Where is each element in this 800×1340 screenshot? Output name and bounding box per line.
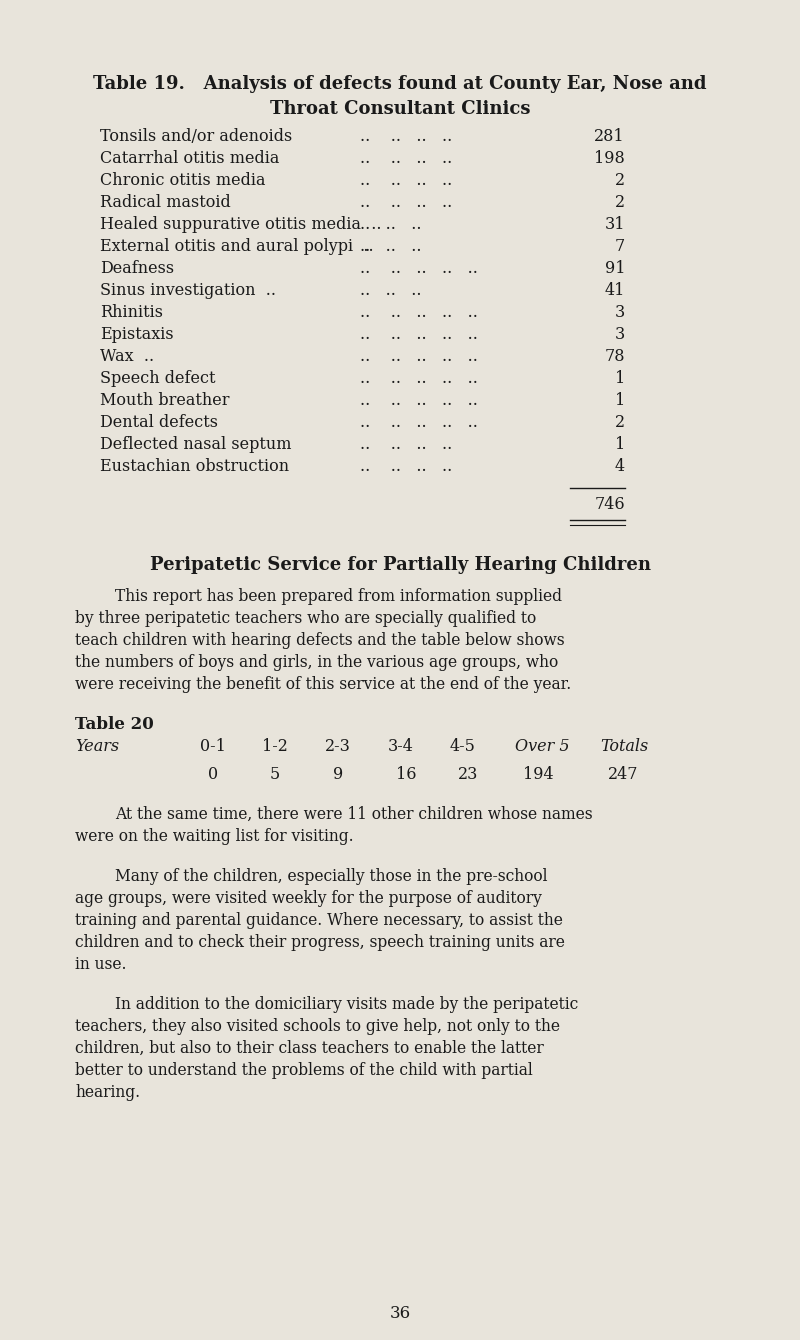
Text: ..    ..   ..   ..   ..: .. .. .. .. .. <box>360 326 478 343</box>
Text: Rhinitis: Rhinitis <box>100 304 163 322</box>
Text: Peripatetic Service for Partially Hearing Children: Peripatetic Service for Partially Hearin… <box>150 556 650 574</box>
Text: Many of the children, especially those in the pre-school: Many of the children, especially those i… <box>115 868 547 884</box>
Text: Radical mastoid: Radical mastoid <box>100 194 230 210</box>
Text: Dental defects: Dental defects <box>100 414 218 431</box>
Text: 36: 36 <box>390 1305 410 1323</box>
Text: ..    ..   ..   ..: .. .. .. .. <box>360 129 452 145</box>
Text: 5: 5 <box>270 766 280 783</box>
Text: Epistaxis: Epistaxis <box>100 326 174 343</box>
Text: age groups, were visited weekly for the purpose of auditory: age groups, were visited weekly for the … <box>75 890 542 907</box>
Text: Speech defect: Speech defect <box>100 370 215 387</box>
Text: by three peripatetic teachers who are specially qualified to: by three peripatetic teachers who are sp… <box>75 610 536 627</box>
Text: Years: Years <box>75 738 119 754</box>
Text: were receiving the benefit of this service at the end of the year.: were receiving the benefit of this servi… <box>75 675 571 693</box>
Text: Chronic otitis media: Chronic otitis media <box>100 172 266 189</box>
Text: 2: 2 <box>615 194 625 210</box>
Text: ..    ..   ..   ..: .. .. .. .. <box>360 150 452 168</box>
Text: children and to check their progress, speech training units are: children and to check their progress, sp… <box>75 934 565 951</box>
Text: 1: 1 <box>614 436 625 453</box>
Text: ..    ..   ..   ..   ..: .. .. .. .. .. <box>360 414 478 431</box>
Text: teachers, they also visited schools to give help, not only to the: teachers, they also visited schools to g… <box>75 1018 560 1034</box>
Text: 3-4: 3-4 <box>388 738 414 754</box>
Text: 198: 198 <box>594 150 625 168</box>
Text: 2: 2 <box>615 172 625 189</box>
Text: 3: 3 <box>614 304 625 322</box>
Text: Table 20: Table 20 <box>75 716 154 733</box>
Text: In addition to the domiciliary visits made by the peripatetic: In addition to the domiciliary visits ma… <box>115 996 578 1013</box>
Text: ..    ..   ..   ..: .. .. .. .. <box>360 194 452 210</box>
Text: 16: 16 <box>396 766 417 783</box>
Text: the numbers of boys and girls, in the various age groups, who: the numbers of boys and girls, in the va… <box>75 654 558 671</box>
Text: 1-2: 1-2 <box>262 738 288 754</box>
Text: 91: 91 <box>605 260 625 277</box>
Text: Eustachian obstruction: Eustachian obstruction <box>100 458 289 474</box>
Text: Tonsils and/or adenoids: Tonsils and/or adenoids <box>100 129 292 145</box>
Text: 4: 4 <box>615 458 625 474</box>
Text: 2-3: 2-3 <box>325 738 351 754</box>
Text: 78: 78 <box>605 348 625 364</box>
Text: 746: 746 <box>594 496 625 513</box>
Text: ..    ..   ..   ..   ..: .. .. .. .. .. <box>360 348 478 364</box>
Text: Deflected nasal septum: Deflected nasal septum <box>100 436 291 453</box>
Text: 194: 194 <box>523 766 554 783</box>
Text: 0: 0 <box>208 766 218 783</box>
Text: 281: 281 <box>594 129 625 145</box>
Text: Over 5: Over 5 <box>515 738 570 754</box>
Text: ..   ..   ..: .. .. .. <box>360 216 422 233</box>
Text: ..    ..   ..   ..   ..: .. .. .. .. .. <box>360 260 478 277</box>
Text: Healed suppurative otitis media  ..: Healed suppurative otitis media .. <box>100 216 382 233</box>
Text: 1: 1 <box>614 393 625 409</box>
Text: 41: 41 <box>605 281 625 299</box>
Text: were on the waiting list for visiting.: were on the waiting list for visiting. <box>75 828 354 846</box>
Text: This report has been prepared from information supplied: This report has been prepared from infor… <box>115 588 562 604</box>
Text: 4-5: 4-5 <box>450 738 476 754</box>
Text: Catarrhal otitis media: Catarrhal otitis media <box>100 150 279 168</box>
Text: children, but also to their class teachers to enable the latter: children, but also to their class teache… <box>75 1040 544 1057</box>
Text: Mouth breather: Mouth breather <box>100 393 230 409</box>
Text: Sinus investigation  ..: Sinus investigation .. <box>100 281 276 299</box>
Text: Totals: Totals <box>600 738 648 754</box>
Text: 247: 247 <box>608 766 638 783</box>
Text: Wax  ..: Wax .. <box>100 348 154 364</box>
Text: ..   ..   ..: .. .. .. <box>360 281 422 299</box>
Text: Deafness: Deafness <box>100 260 174 277</box>
Text: 31: 31 <box>605 216 625 233</box>
Text: ..    ..   ..   ..   ..: .. .. .. .. .. <box>360 304 478 322</box>
Text: teach children with hearing defects and the table below shows: teach children with hearing defects and … <box>75 632 565 649</box>
Text: ..    ..   ..   ..   ..: .. .. .. .. .. <box>360 393 478 409</box>
Text: hearing.: hearing. <box>75 1084 140 1101</box>
Text: ..    ..   ..   ..: .. .. .. .. <box>360 458 452 474</box>
Text: ..    ..   ..   ..   ..: .. .. .. .. .. <box>360 370 478 387</box>
Text: 9: 9 <box>333 766 343 783</box>
Text: 7: 7 <box>614 239 625 255</box>
Text: 23: 23 <box>458 766 478 783</box>
Text: 3: 3 <box>614 326 625 343</box>
Text: ..    ..   ..   ..: .. .. .. .. <box>360 172 452 189</box>
Text: training and parental guidance. Where necessary, to assist the: training and parental guidance. Where ne… <box>75 913 563 929</box>
Text: 2: 2 <box>615 414 625 431</box>
Text: ..    ..   ..   ..: .. .. .. .. <box>360 436 452 453</box>
Text: At the same time, there were 11 other children whose names: At the same time, there were 11 other ch… <box>115 805 593 823</box>
Text: 0-1: 0-1 <box>200 738 226 754</box>
Text: External otitis and aural polypi  ..: External otitis and aural polypi .. <box>100 239 374 255</box>
Text: better to understand the problems of the child with partial: better to understand the problems of the… <box>75 1063 533 1079</box>
Text: 1: 1 <box>614 370 625 387</box>
Text: in use.: in use. <box>75 955 126 973</box>
Text: ..   ..   ..: .. .. .. <box>360 239 422 255</box>
Text: Throat Consultant Clinics: Throat Consultant Clinics <box>270 100 530 118</box>
Text: Table 19.   Analysis of defects found at County Ear, Nose and: Table 19. Analysis of defects found at C… <box>94 75 706 92</box>
